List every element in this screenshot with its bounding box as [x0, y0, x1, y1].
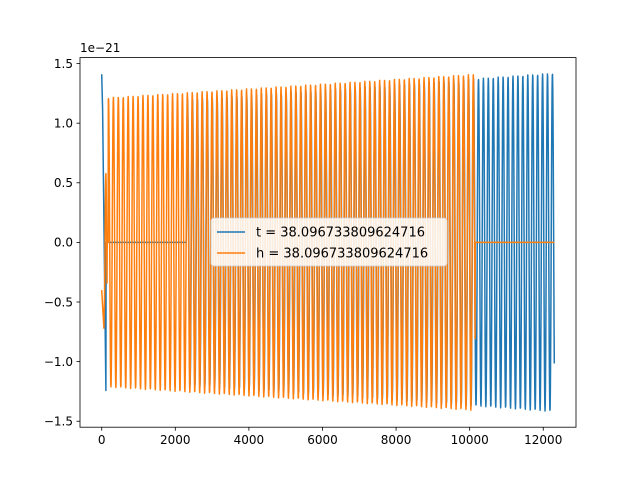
legend-label-t: t = 38.096733809624716 — [256, 226, 425, 241]
plot-area — [100, 73, 556, 412]
series-line-h — [100, 74, 555, 411]
x-tick-label: 0 — [98, 433, 106, 447]
y-axis: −1.5 −1.0 −0.5 0.0 0.5 1.0 1.5 — [44, 57, 80, 429]
x-tick-label: 12000 — [524, 433, 562, 447]
x-axis: 0 2000 4000 6000 8000 10000 12000 — [98, 427, 562, 447]
legend: t = 38.096733809624716 h = 38.0967338096… — [210, 217, 448, 267]
x-tick-label: 8000 — [381, 433, 412, 447]
legend-label-h: h = 38.096733809624716 — [256, 247, 428, 262]
x-tick-label: 4000 — [234, 433, 265, 447]
x-tick-label: 6000 — [307, 433, 338, 447]
y-tick-label: 0.0 — [54, 236, 73, 250]
y-tick-label: −1.0 — [44, 355, 73, 369]
y-tick-label: 1.5 — [54, 57, 73, 71]
y-tick-label: 0.5 — [54, 176, 73, 190]
y-tick-label: 1.0 — [54, 116, 73, 130]
y-offset-text: 1e−21 — [80, 41, 120, 55]
x-tick-label: 10000 — [451, 433, 489, 447]
y-tick-label: −0.5 — [44, 295, 73, 309]
legend-box — [210, 217, 448, 267]
y-tick-label: −1.5 — [44, 415, 73, 429]
x-tick-label: 2000 — [160, 433, 191, 447]
